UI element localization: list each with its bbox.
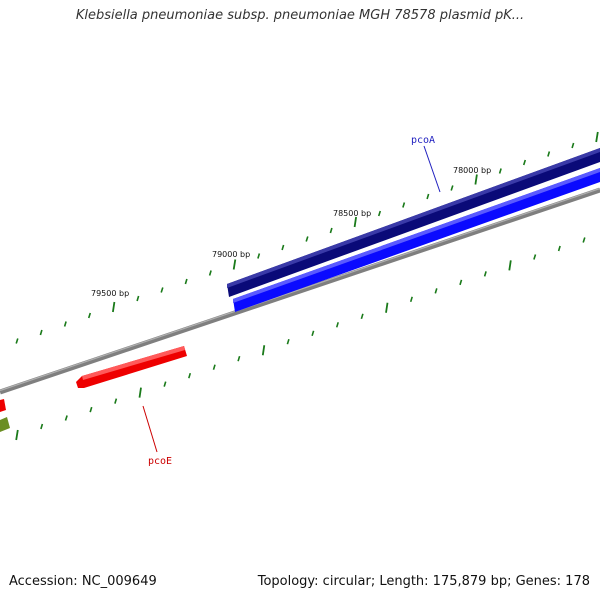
minor-tick (434, 288, 438, 294)
scale-label-78000: 78000 bp (453, 166, 491, 175)
minor-tick (39, 329, 43, 336)
scale-label-79000: 79000 bp (212, 250, 250, 259)
major-tick (261, 345, 266, 356)
accession-text: Accession: NC_009649 (9, 574, 157, 589)
gene-pcoA[interactable] (233, 168, 600, 312)
genome-summary-text: Topology: circular; Length: 175,879 bp; … (257, 574, 590, 589)
minor-tick (402, 202, 406, 208)
minor-tick (64, 415, 68, 421)
minor-tick (136, 295, 140, 302)
gene-partial-olive[interactable] (0, 417, 10, 432)
minor-tick (329, 227, 333, 234)
gene-pcoA-dark[interactable] (227, 148, 600, 297)
pcoA-callout-line (423, 145, 441, 193)
minor-tick (281, 244, 285, 251)
major-tick (508, 260, 512, 271)
minor-tick (571, 142, 575, 149)
minor-tick (409, 296, 413, 303)
minor-tick (547, 151, 551, 157)
minor-tick (237, 355, 241, 362)
minor-tick (208, 270, 212, 276)
outer-tick-ring (15, 131, 599, 344)
major-tick (385, 302, 389, 313)
minor-tick (40, 423, 44, 430)
pcoE-callout-line (142, 405, 158, 453)
minor-tick (377, 210, 382, 217)
gene-pcoE[interactable] (76, 346, 187, 388)
minor-tick (63, 321, 67, 327)
minor-tick (522, 159, 527, 166)
genome-backbone (0, 187, 600, 395)
minor-tick (582, 237, 586, 243)
minor-tick (311, 330, 315, 337)
minor-tick (114, 398, 118, 404)
minor-tick (533, 254, 537, 260)
major-tick (353, 216, 357, 228)
minor-tick (305, 236, 309, 242)
minor-tick (335, 322, 339, 328)
minor-tick (188, 372, 192, 379)
minor-tick (184, 278, 188, 285)
major-tick (112, 301, 116, 313)
gene-label-pcoA[interactable]: pcoA (411, 135, 435, 146)
minor-tick (360, 313, 364, 320)
minor-tick (557, 245, 561, 252)
gene-label-pcoE[interactable]: pcoE (148, 456, 172, 467)
minor-tick (15, 338, 19, 344)
major-tick (595, 131, 599, 143)
minor-tick (286, 338, 290, 345)
minor-tick (257, 253, 261, 259)
inner-tick-ring (15, 237, 586, 441)
minor-tick (212, 364, 216, 370)
scale-label-78500: 78500 bp (333, 209, 371, 218)
gene-partial-red[interactable] (0, 399, 6, 412)
major-tick (474, 174, 478, 185)
major-tick (138, 387, 142, 398)
minor-tick (498, 168, 502, 174)
minor-tick (89, 406, 93, 413)
minor-tick (163, 381, 167, 387)
minor-tick (483, 271, 487, 277)
minor-tick (426, 193, 430, 200)
major-tick (15, 429, 19, 441)
minor-tick (459, 279, 463, 286)
minor-tick (450, 185, 454, 191)
scale-label-79500: 79500 bp (91, 289, 129, 298)
map-title: Klebsiella pneumoniae subsp. pneumoniae … (75, 8, 525, 23)
major-tick (232, 259, 237, 270)
minor-tick (87, 312, 92, 319)
minor-tick (160, 287, 164, 293)
